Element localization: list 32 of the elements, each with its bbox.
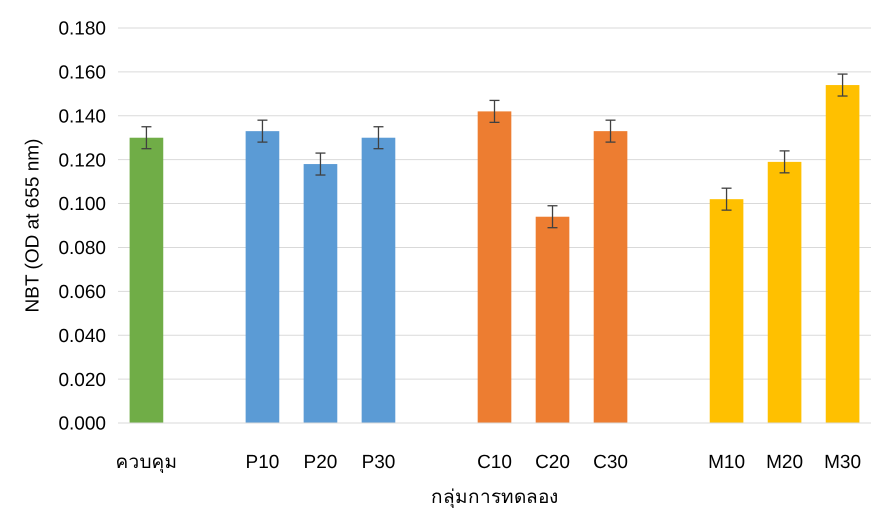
x-tick-label: ควบคุม bbox=[115, 452, 178, 474]
y-tick-label: 0.080 bbox=[58, 238, 106, 260]
y-tick-label: 0.040 bbox=[58, 326, 106, 347]
x-tick-label: P30 bbox=[362, 452, 396, 473]
y-tick-label: 0.100 bbox=[58, 194, 106, 216]
bar bbox=[304, 164, 338, 423]
y-tick-label: 0.000 bbox=[58, 414, 106, 435]
y-tick-label: 0.060 bbox=[58, 282, 106, 303]
bar bbox=[536, 216, 570, 423]
y-axis-title: NBT (OD at 655 nm) bbox=[22, 138, 44, 312]
y-tick-label: 0.160 bbox=[58, 62, 106, 84]
bar bbox=[246, 131, 280, 423]
x-tick-label: C10 bbox=[477, 452, 512, 473]
x-tick-label: P10 bbox=[246, 452, 280, 473]
bar bbox=[594, 131, 628, 423]
bar bbox=[710, 199, 744, 423]
y-tick-label: 0.020 bbox=[58, 370, 106, 391]
y-tick-label: 0.180 bbox=[58, 18, 106, 40]
bar bbox=[768, 162, 802, 423]
bar bbox=[478, 111, 512, 423]
x-axis-title: กลุ่มการทดลอง bbox=[431, 487, 558, 509]
x-tick-label: M10 bbox=[708, 452, 746, 473]
x-tick-label: M30 bbox=[824, 452, 862, 473]
bar bbox=[130, 138, 164, 423]
x-tick-label: P20 bbox=[304, 452, 338, 473]
y-tick-label: 0.140 bbox=[58, 106, 106, 128]
x-tick-label: C20 bbox=[535, 452, 570, 473]
x-tick-label: M20 bbox=[766, 452, 804, 473]
bar bbox=[826, 85, 860, 423]
x-tick-label: C30 bbox=[593, 452, 628, 473]
bar bbox=[362, 138, 396, 423]
y-tick-label: 0.120 bbox=[58, 150, 106, 172]
